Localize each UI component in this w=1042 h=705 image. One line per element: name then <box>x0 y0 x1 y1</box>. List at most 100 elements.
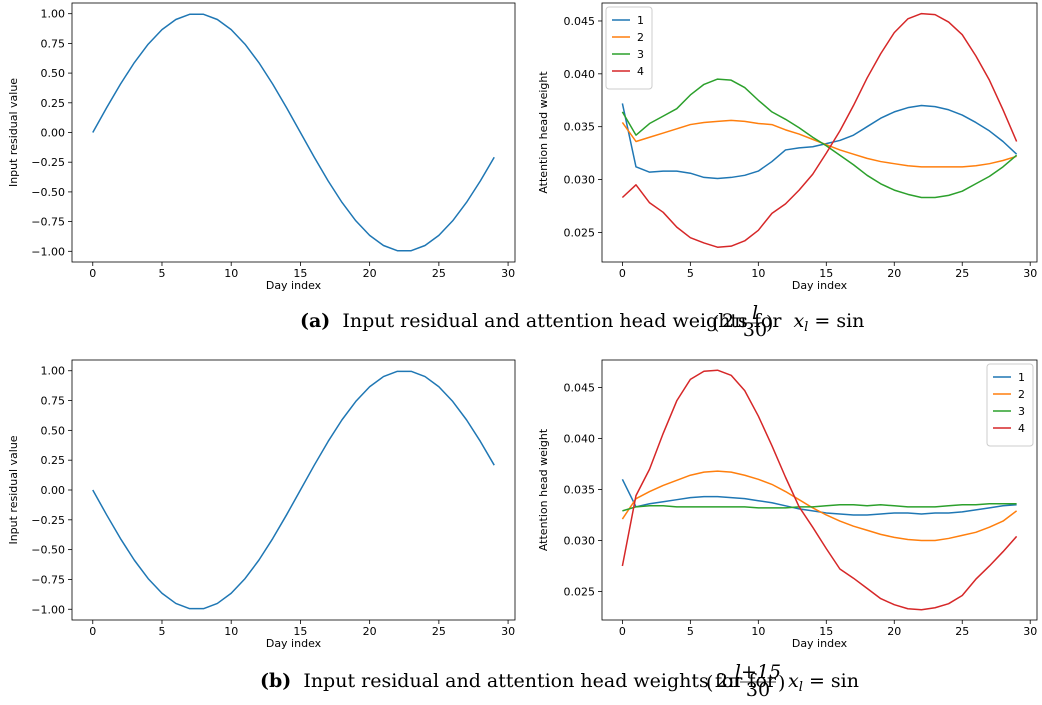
y-tick-label: 0.75 <box>41 37 66 50</box>
caption-b-tag: (b) <box>260 670 291 692</box>
y-tick-label: 0.030 <box>564 174 596 187</box>
y-tick-label: 0.25 <box>41 454 66 467</box>
series-line-1 <box>92 370 495 610</box>
caption-a-tag: (a) <box>300 310 330 332</box>
x-tick-label: 20 <box>363 625 377 638</box>
panel-b-right-chart: 0 5 10 15 20 25 30 0.025 0.030 0.035 0.040 0.045 Day… <box>537 359 1038 650</box>
series-line-2 <box>621 470 1018 542</box>
caption-a-frac-num: l <box>752 302 758 324</box>
legend-label-4: 4 <box>1018 422 1025 435</box>
x-tick-label: 15 <box>819 267 833 280</box>
x-tick-label: 0 <box>619 267 626 280</box>
svg-text:(: ( <box>706 672 713 694</box>
legend-label-1: 1 <box>637 14 644 27</box>
plot-frame <box>601 359 1038 621</box>
y-tick-label: 1.00 <box>41 8 66 21</box>
legend-label-3: 3 <box>637 48 644 61</box>
svg-text:): ) <box>766 312 773 334</box>
x-tick-label: 15 <box>293 625 307 638</box>
y-tick-label: 0.030 <box>564 534 596 547</box>
caption-b-text: Input residual and attention head weight… <box>303 670 777 692</box>
caption-a-x: x <box>793 310 804 332</box>
caption-a-2pi: 2π <box>722 310 747 332</box>
caption-b-x: x <box>788 670 799 692</box>
svg-text:(a) Input residual and a: (a) Input residual and attention head we… <box>300 310 864 335</box>
legend-label-2: 2 <box>637 31 644 44</box>
plot-frame <box>601 2 1038 263</box>
series-line-3 <box>621 78 1018 199</box>
y-axis-label: Attention head weight <box>537 428 550 551</box>
x-tick-label: 15 <box>293 267 307 280</box>
y-tick-label: −0.50 <box>31 544 65 557</box>
y-tick-label: 0.045 <box>564 15 596 28</box>
x-tick-label: 30 <box>501 267 515 280</box>
x-tick-label: 20 <box>887 625 901 638</box>
y-tick-label: 0.50 <box>41 424 66 437</box>
x-tick-label: 5 <box>687 267 694 280</box>
y-tick-label: −1.00 <box>31 245 65 258</box>
legend-label-3: 3 <box>1018 405 1025 418</box>
y-tick-label: −1.00 <box>31 603 65 616</box>
x-tick-label: 0 <box>89 625 96 638</box>
y-axis-label: Attention head weight <box>537 71 550 194</box>
series-line-1 <box>92 13 495 252</box>
caption-b: (b) Input residual and attention head we… <box>260 661 859 701</box>
series-line-1 <box>621 103 1018 180</box>
y-tick-label: −0.25 <box>31 156 65 169</box>
caption-a-text: Input residual and attention head weight… <box>342 310 782 332</box>
x-tick-label: 25 <box>432 267 446 280</box>
x-tick-label: 30 <box>501 625 515 638</box>
x-tick-label: 0 <box>89 267 96 280</box>
y-tick-label: 0.040 <box>564 68 596 81</box>
x-axis-label: Day index <box>792 279 848 292</box>
legend-box <box>605 6 653 90</box>
x-tick-label: 0 <box>619 625 626 638</box>
legend-label-2: 2 <box>1018 388 1025 401</box>
x-tick-label: 10 <box>224 267 238 280</box>
y-tick-label: 0.035 <box>564 483 596 496</box>
x-tick-label: 5 <box>158 267 165 280</box>
legend-box <box>986 363 1034 447</box>
x-axis-label: Day index <box>792 637 848 650</box>
y-tick-label: 0.50 <box>41 67 66 80</box>
x-tick-label: 25 <box>955 625 969 638</box>
y-tick-label: 0.25 <box>41 97 66 110</box>
series-line-2 <box>621 119 1017 168</box>
legend-label-1: 1 <box>1018 371 1025 384</box>
series-line-4 <box>621 12 1018 248</box>
y-tick-label: 0.00 <box>41 127 66 140</box>
caption-a-mid: = sin <box>808 310 864 332</box>
caption-b-sub: l <box>799 680 803 695</box>
x-tick-label: 20 <box>887 267 901 280</box>
plot-frame <box>71 2 516 263</box>
series-line-3 <box>622 503 1017 512</box>
y-tick-label: −0.75 <box>31 216 65 229</box>
caption-b-2pi: 2π <box>716 670 741 692</box>
legend: 1 2 3 4 <box>605 6 653 90</box>
legend-label-4: 4 <box>637 65 644 78</box>
y-tick-label: 1.00 <box>41 365 66 378</box>
y-tick-label: 0.035 <box>564 121 596 134</box>
y-tick-label: −0.50 <box>31 186 65 199</box>
caption-b-frac-num: l+15 <box>735 661 781 683</box>
x-tick-label: 10 <box>751 625 765 638</box>
y-tick-label: −0.25 <box>31 514 65 527</box>
y-tick-label: 0.045 <box>564 382 596 395</box>
x-tick-label: 10 <box>224 625 238 638</box>
caption-a: (a) Input residual and attention head we… <box>300 302 864 341</box>
x-tick-label: 5 <box>158 625 165 638</box>
svg-text:): ) <box>778 672 785 694</box>
x-axis-label: Day index <box>266 637 322 650</box>
legend: 1 2 3 4 <box>986 363 1034 447</box>
x-tick-label: 20 <box>363 267 377 280</box>
y-tick-label: 0.00 <box>41 484 66 497</box>
series-line-4 <box>621 369 1018 611</box>
svg-text:(b) Input residual and a: (b) Input residual and attention head we… <box>260 670 859 695</box>
x-tick-label: 30 <box>1023 267 1037 280</box>
x-tick-label: 5 <box>687 625 694 638</box>
panel-b-left-chart: 0 5 10 15 20 25 30 −1.00 −0.75 −0.50 −0.25 0.00 0.25… <box>7 359 516 650</box>
y-axis-label: Input residual value <box>7 78 20 187</box>
y-axis-label: Input residual value <box>7 435 20 544</box>
caption-a-sub: l <box>804 320 808 335</box>
